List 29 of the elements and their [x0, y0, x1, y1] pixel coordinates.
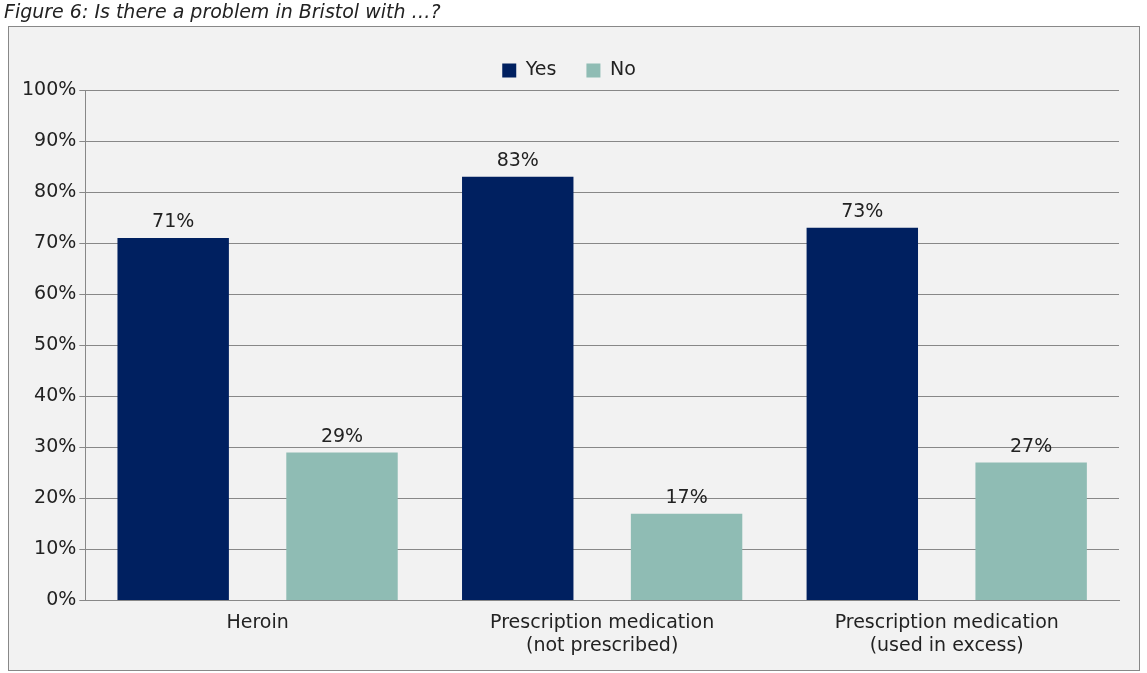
y-tick-label: 0%: [46, 587, 77, 610]
data-label: 73%: [841, 199, 884, 222]
bar: [975, 462, 1087, 600]
x-tick-label: Prescription medication (used in excess): [834, 609, 1059, 655]
y-tick-label: 60%: [34, 281, 77, 304]
y-tick-label: 80%: [34, 179, 77, 202]
x-tick-label: Prescription medication (not prescribed): [490, 609, 715, 655]
y-tick-label: 50%: [34, 332, 77, 355]
bar: [806, 227, 919, 600]
data-label: 27%: [1010, 434, 1053, 457]
chart-title: Figure 6: Is there a problem in Bristol with …?: [4, 0, 441, 22]
data-label: 83%: [496, 148, 539, 171]
y-tick-label: 70%: [34, 230, 77, 253]
bar: [117, 238, 229, 600]
bar: [630, 513, 743, 600]
y-tick-label: 90%: [34, 127, 77, 150]
data-label: 29%: [320, 423, 364, 446]
y-tick-label: 20%: [34, 485, 77, 508]
bar: [462, 176, 574, 600]
legend-label: Yes: [524, 57, 557, 80]
y-tick-label: 10%: [34, 536, 77, 559]
y-tick-label: 100%: [21, 76, 77, 99]
bar: [286, 452, 398, 600]
legend-label: No: [609, 57, 636, 80]
data-label: 17%: [665, 485, 708, 508]
data-label: 71%: [152, 209, 195, 232]
x-tick-label: Heroin: [226, 609, 289, 632]
y-tick-label: 40%: [34, 383, 77, 406]
y-tick-label: 30%: [34, 434, 77, 457]
